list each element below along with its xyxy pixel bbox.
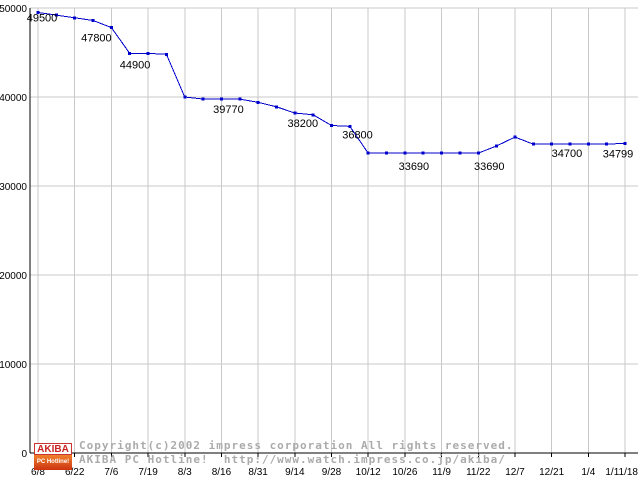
x-tick-label: 1/4 [581, 467, 595, 478]
x-tick-label: 6/22 [65, 467, 85, 478]
x-tick-label: 10/26 [392, 467, 417, 478]
data-point [146, 51, 150, 55]
y-tick-label: 0 [21, 449, 27, 460]
price-label: 33690 [474, 161, 505, 173]
y-tick-label: 50000 [0, 4, 27, 15]
data-point [219, 97, 223, 101]
x-tick-label: 7/19 [138, 467, 158, 478]
data-point [440, 151, 444, 155]
site-url-text: AKIBA PC Hotline! http://www.watch.impre… [79, 453, 506, 466]
y-tick-label: 40000 [0, 93, 27, 104]
data-point [366, 151, 370, 155]
data-point [73, 16, 77, 20]
price-label: 38200 [288, 118, 319, 130]
data-point [293, 111, 297, 115]
akiba-logo-text: AKIBA [34, 443, 72, 455]
x-tick-label: 12/21 [539, 467, 564, 478]
y-tick-label: 10000 [0, 360, 27, 371]
y-tick-label: 30000 [0, 182, 27, 193]
data-point [274, 105, 278, 109]
data-point [311, 113, 315, 117]
akiba-logo: AKIBA PC Hotline! [34, 443, 72, 470]
price-label: 47800 [81, 33, 112, 45]
data-point [385, 151, 389, 155]
data-point [183, 95, 187, 99]
data-point [605, 142, 609, 146]
x-tick-label: 9/28 [322, 467, 342, 478]
copyright-text: Copyright(c)2002 impress corporation All… [79, 439, 514, 452]
x-tick-label: 1/11/18 [605, 467, 638, 478]
data-point [238, 97, 242, 101]
x-tick-label: 11/9 [432, 467, 451, 478]
data-point [330, 123, 333, 127]
x-tick-label: 8/3 [178, 467, 192, 478]
x-tick-label: 8/16 [212, 467, 232, 478]
price-label: 36800 [342, 129, 373, 141]
data-point [458, 151, 462, 155]
data-point [54, 13, 58, 17]
pc-hotline-logo-text: PC Hotline! [34, 455, 72, 470]
data-point [568, 142, 572, 146]
data-point [421, 151, 425, 155]
data-point [348, 124, 352, 128]
data-point [550, 142, 554, 146]
x-tick-label: 9/14 [285, 467, 305, 478]
data-point [256, 100, 260, 104]
y-tick-label: 20000 [0, 271, 27, 282]
x-tick-label: 6/8 [31, 467, 45, 478]
data-point [586, 142, 590, 146]
data-point [476, 151, 480, 155]
x-tick-label: 11/22 [466, 467, 491, 478]
price-label: 34799 [603, 148, 634, 160]
price-label: 34700 [552, 148, 583, 160]
data-point [91, 18, 95, 22]
data-point [201, 97, 205, 101]
data-point [623, 141, 627, 145]
price-label: 44900 [120, 59, 151, 71]
data-point [513, 135, 517, 139]
price-label: 33690 [399, 161, 430, 173]
data-point [164, 52, 168, 56]
data-point [109, 26, 113, 30]
data-point [36, 10, 40, 14]
data-point [403, 151, 407, 155]
data-point [531, 142, 535, 146]
x-tick-label: 7/6 [104, 467, 118, 478]
data-point [495, 144, 499, 148]
price-label: 39770 [213, 104, 244, 116]
price-label: 49500 [27, 12, 58, 24]
x-tick-label: 12/7 [505, 467, 525, 478]
data-point [128, 51, 132, 55]
x-tick-label: 8/31 [248, 467, 268, 478]
x-tick-label: 10/12 [356, 467, 381, 478]
